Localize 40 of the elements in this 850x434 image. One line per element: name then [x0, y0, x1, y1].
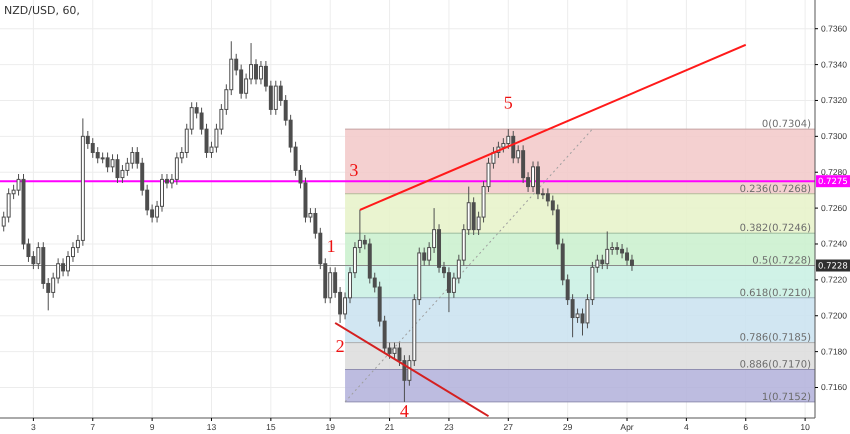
x-tick-label: 19: [325, 422, 336, 432]
x-tick-label: 6: [743, 422, 748, 432]
x-tick-label: 29: [562, 422, 573, 432]
annotation: 0(0.7304): [762, 119, 812, 130]
x-tick-label: 21: [384, 422, 395, 432]
y-tick-label: 0.7360: [821, 23, 848, 34]
x-tick-label: Apr: [620, 422, 634, 432]
ref-line-label: 0.7228: [818, 261, 848, 272]
annotation: 2: [336, 336, 345, 356]
y-tick-label: 0.7260: [821, 202, 848, 213]
y-tick-label: 0.7180: [821, 346, 848, 356]
x-tick-label: 9: [150, 422, 155, 432]
annotation: 5: [504, 92, 513, 112]
x-tick-label: 13: [206, 422, 216, 432]
x-tick-label: 27: [504, 422, 514, 432]
x-tick-label: 7: [90, 422, 96, 432]
y-tick-label: 0.7240: [821, 238, 848, 249]
x-tick-label: 3: [31, 422, 36, 432]
x-tick-label: 10: [800, 422, 810, 432]
x-tick-label: 4: [684, 422, 690, 432]
chart-title: NZD/USD, 60,: [4, 4, 80, 17]
y-tick-label: 0.7320: [821, 95, 848, 106]
y-tick-label: 0.7160: [821, 382, 848, 392]
annotation: 0.618(0.7210): [740, 288, 812, 299]
annotation: 3: [349, 160, 358, 180]
ref-line-label: 0.7275: [818, 177, 848, 188]
y-tick-label: 0.7280: [821, 166, 848, 177]
y-tick-label: 0.7220: [821, 274, 848, 285]
annotation: 1(0.7152): [762, 392, 812, 403]
annotation: 0.382(0.7246): [740, 223, 812, 234]
annotation: 0.786(0.7185): [740, 332, 812, 344]
x-tick-label: 15: [266, 422, 276, 432]
annotation: 0.5(0.7228): [752, 256, 812, 267]
y-tick-label: 0.7200: [821, 310, 848, 320]
annotation: 0.886(0.7170): [740, 360, 812, 371]
y-tick-label: 0.7300: [821, 131, 848, 142]
x-tick-label: 23: [444, 422, 454, 432]
annotation: 0.236(0.7268): [740, 184, 812, 195]
y-tick-label: 0.7340: [821, 59, 848, 70]
annotation: 1: [326, 236, 336, 256]
